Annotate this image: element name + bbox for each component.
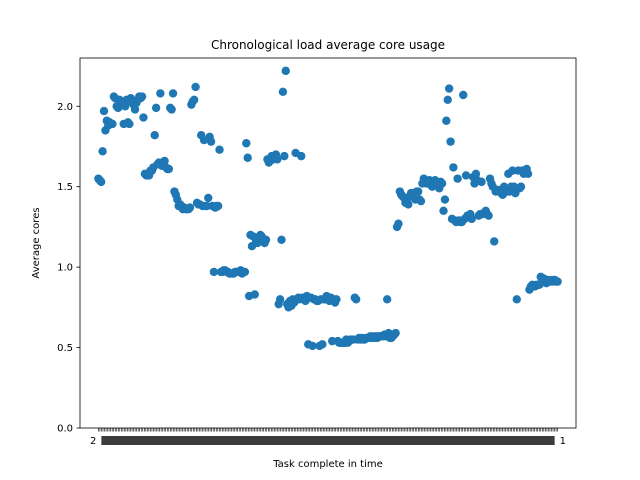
data-point xyxy=(404,200,413,209)
x-tick-label-last: 1 xyxy=(560,436,566,447)
data-point xyxy=(98,147,107,156)
data-point xyxy=(215,145,224,154)
data-point xyxy=(108,119,117,129)
data-point xyxy=(113,103,123,113)
data-point xyxy=(553,277,562,286)
data-point xyxy=(467,214,476,224)
data-point xyxy=(444,84,454,93)
data-point xyxy=(437,179,447,188)
data-point xyxy=(275,295,285,304)
data-point xyxy=(137,92,147,101)
data-point xyxy=(394,219,403,228)
data-point xyxy=(243,153,252,162)
data-point xyxy=(471,169,481,179)
data-point xyxy=(213,201,223,211)
data-point xyxy=(440,195,450,204)
y-tick-label: 0.5 xyxy=(57,343,73,354)
data-point xyxy=(461,171,471,180)
data-point xyxy=(156,89,165,98)
y-tick-label: 2.0 xyxy=(57,102,73,113)
data-point xyxy=(189,95,199,105)
data-point xyxy=(512,295,521,304)
data-point xyxy=(459,90,468,100)
data-point xyxy=(96,177,106,187)
data-point xyxy=(277,235,286,244)
data-point xyxy=(150,131,159,140)
data-point xyxy=(242,139,251,148)
data-point xyxy=(250,290,259,299)
x-axis-label: Task complete in time xyxy=(272,459,383,470)
data-point xyxy=(168,89,178,98)
data-point xyxy=(297,151,306,161)
data-point xyxy=(261,235,271,244)
y-axis-ticks: 0.0 0.5 1.0 1.5 2.0 xyxy=(57,102,80,435)
data-point xyxy=(416,196,426,206)
data-point xyxy=(523,169,533,179)
data-point xyxy=(139,113,148,122)
data-point xyxy=(281,66,290,76)
data-points xyxy=(94,66,562,351)
data-point xyxy=(446,137,455,146)
data-point xyxy=(391,328,400,338)
data-point xyxy=(209,267,219,277)
data-point xyxy=(308,341,317,351)
data-point xyxy=(318,340,327,349)
data-point xyxy=(164,164,174,174)
data-point xyxy=(442,116,451,125)
chart-title: Chronological load average core usage xyxy=(211,38,445,52)
data-point xyxy=(206,137,216,146)
data-point xyxy=(273,155,282,164)
data-point xyxy=(351,295,361,304)
data-point xyxy=(413,187,423,196)
data-point xyxy=(280,151,289,161)
data-point xyxy=(99,106,109,116)
data-point xyxy=(490,237,499,246)
plot-area-frame xyxy=(79,57,577,429)
data-point xyxy=(125,119,134,129)
data-point xyxy=(185,203,195,212)
data-point xyxy=(120,102,130,111)
data-point xyxy=(439,206,448,216)
data-point xyxy=(332,295,341,304)
data-point xyxy=(453,174,462,183)
x-tick-labels-overlapping xyxy=(101,436,555,445)
data-point xyxy=(167,105,176,114)
data-point xyxy=(443,95,452,105)
data-point xyxy=(191,82,200,92)
data-point xyxy=(484,211,493,220)
y-tick-label: 0.0 xyxy=(57,424,73,435)
data-point xyxy=(130,105,140,114)
data-point xyxy=(278,87,288,96)
data-point xyxy=(477,177,486,187)
data-point xyxy=(516,182,526,191)
data-point xyxy=(204,193,213,203)
data-point xyxy=(449,163,458,172)
y-axis-label: Average cores xyxy=(31,207,42,278)
data-point xyxy=(240,267,250,277)
data-point xyxy=(160,156,169,166)
y-tick-label: 1.5 xyxy=(57,182,73,193)
data-point xyxy=(151,103,161,113)
x-tick-label-first: 2 xyxy=(90,436,96,447)
data-point xyxy=(382,295,392,304)
y-tick-label: 1.0 xyxy=(57,263,73,274)
